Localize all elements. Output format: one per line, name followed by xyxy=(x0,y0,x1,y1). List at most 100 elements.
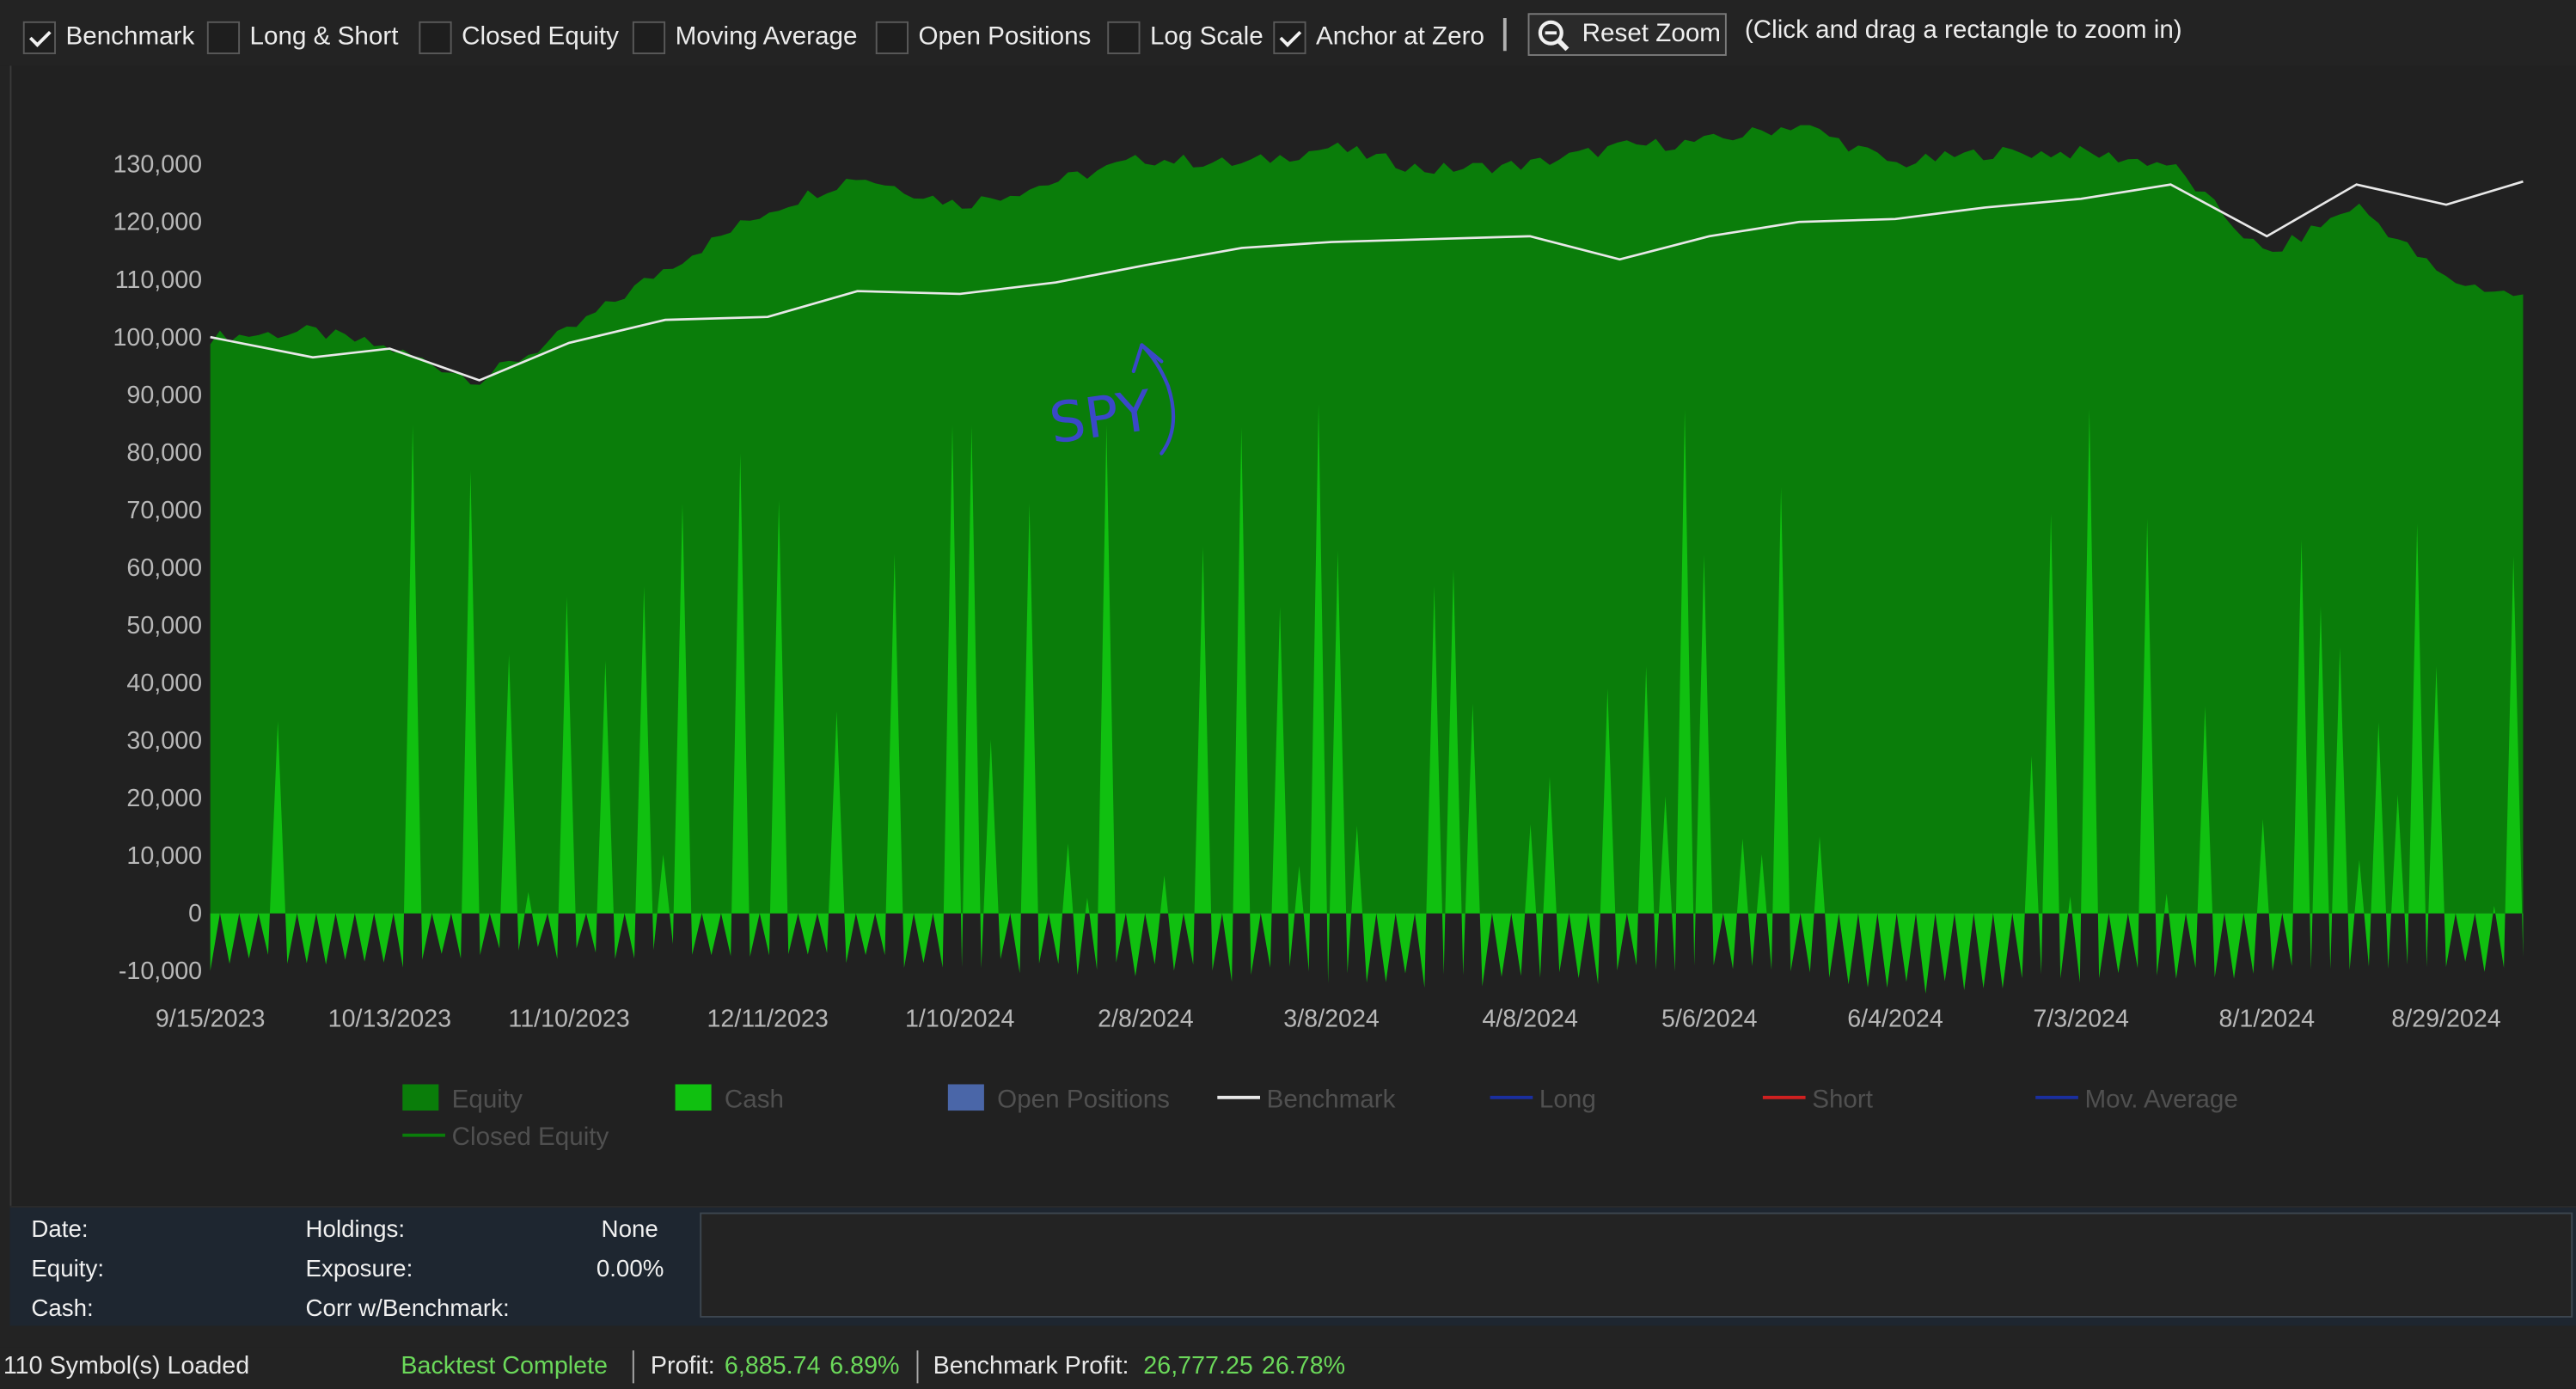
legend-item: Closed Equity xyxy=(402,1123,609,1151)
legend-label: Equity xyxy=(452,1085,523,1113)
legend-item: Short xyxy=(1762,1085,1874,1113)
zoom-out-icon xyxy=(1538,20,1569,52)
legend-item: Cash xyxy=(675,1084,784,1113)
exposure-label: Exposure: xyxy=(305,1257,413,1283)
y-tick-label: 0 xyxy=(188,900,202,927)
legend-swatch xyxy=(675,1084,712,1111)
y-tick-label: -10,000 xyxy=(119,958,202,985)
y-tick-label: 10,000 xyxy=(126,842,202,870)
y-tick-label: 130,000 xyxy=(113,151,203,179)
x-tick-label: 12/11/2023 xyxy=(707,1006,828,1033)
x-tick-label: 7/3/2024 xyxy=(2033,1006,2129,1033)
legend-label: Cash xyxy=(725,1085,784,1113)
log-scale-checkbox[interactable]: Log Scale xyxy=(1107,20,1264,56)
moving-average-checkbox[interactable]: Moving Average xyxy=(632,20,857,56)
legend-label: Mov. Average xyxy=(2085,1085,2238,1113)
holdings-value: None xyxy=(601,1217,658,1244)
annotation-layer: SPY xyxy=(1046,343,1176,457)
legend-swatch xyxy=(947,1084,984,1111)
cash-label: Cash: xyxy=(31,1296,94,1323)
symbols-loaded: 110 Symbol(s) Loaded xyxy=(3,1352,250,1380)
x-axis: 9/15/2023 10/13/2023 11/10/2023 12/11/2023 1… xyxy=(156,1006,2501,1033)
equity-label: Equity: xyxy=(31,1257,105,1283)
x-tick-label: 8/1/2024 xyxy=(2219,1006,2316,1033)
y-tick-label: 40,000 xyxy=(126,670,202,697)
series-layer xyxy=(210,125,2524,994)
info-panel: Date: Equity: Cash: Holdings: Exposure: … xyxy=(9,1205,2576,1326)
x-tick-label: 3/8/2024 xyxy=(1283,1006,1380,1033)
legend-item: Mov. Average xyxy=(2035,1085,2238,1113)
x-tick-label: 8/29/2024 xyxy=(2391,1006,2501,1033)
annotation-arrow xyxy=(1131,343,1176,456)
cash-area xyxy=(210,404,2524,994)
y-tick-label: 50,000 xyxy=(126,612,202,639)
benchmark-line xyxy=(210,180,2524,382)
chart-toolbar: Benchmark Long & Short Closed Equity Mov… xyxy=(0,0,2576,66)
open-positions-checkbox[interactable]: Open Positions xyxy=(875,20,1091,56)
annotation-text: SPY xyxy=(1046,379,1156,457)
checkbox-box xyxy=(22,21,56,55)
legend: Equity Cash Open Positions Benchmark Long Sho… xyxy=(402,1084,2238,1151)
checkbox-box xyxy=(875,21,909,55)
x-tick-label: 11/10/2023 xyxy=(508,1006,629,1033)
exposure-value: 0.00% xyxy=(596,1257,664,1283)
equity-chart[interactable]: -10,000 0 10,000 20,000 30,000 40,000 50,000 60… xyxy=(9,65,2576,1206)
x-tick-label: 2/8/2024 xyxy=(1098,1006,1194,1033)
y-tick-label: 30,000 xyxy=(126,727,202,755)
legend-label: Closed Equity xyxy=(452,1123,609,1151)
closed-equity-checkbox[interactable]: Closed Equity xyxy=(419,20,619,56)
y-tick-label: 70,000 xyxy=(126,497,202,524)
zoom-hint: (Click and drag a rectangle to zoom in) xyxy=(1744,16,2182,45)
x-tick-label: 9/15/2023 xyxy=(156,1006,265,1033)
benchmark-profit-value: 26,777.25 xyxy=(1143,1352,1253,1380)
checkbox-box xyxy=(1107,21,1141,55)
checkbox-box xyxy=(206,21,241,55)
date-label: Date: xyxy=(31,1217,89,1244)
y-tick-label: 90,000 xyxy=(126,382,202,409)
legend-label: Short xyxy=(1812,1085,1874,1113)
x-tick-label: 4/8/2024 xyxy=(1482,1006,1578,1033)
y-tick-label: 100,000 xyxy=(113,324,203,352)
legend-item: Benchmark xyxy=(1217,1085,1396,1113)
legend-label: Long xyxy=(1539,1085,1596,1113)
status-bar: 110 Symbol(s) Loaded Backtest Complete P… xyxy=(0,1347,2576,1389)
chart-canvas: -10,000 0 10,000 20,000 30,000 40,000 50,000 60… xyxy=(113,125,2524,1151)
anchor-zero-checkbox[interactable]: Anchor at Zero xyxy=(1273,20,1484,56)
legend-item: Long xyxy=(1490,1085,1596,1113)
profit-percent: 6.89% xyxy=(829,1352,900,1380)
benchmark-checkbox[interactable]: Benchmark xyxy=(22,20,195,56)
reset-zoom-button[interactable]: Reset Zoom xyxy=(1527,13,1727,56)
detail-box xyxy=(700,1212,2573,1318)
corr-label: Corr w/Benchmark: xyxy=(305,1296,510,1323)
long-short-checkbox[interactable]: Long & Short xyxy=(206,20,398,56)
y-tick-label: 20,000 xyxy=(126,785,202,812)
benchmark-profit-percent: 26.78% xyxy=(1261,1352,1346,1380)
checkbox-box xyxy=(419,21,452,55)
profit-value: 6,885.74 xyxy=(724,1352,821,1380)
status-separator xyxy=(916,1350,919,1384)
benchmark-profit-label: Benchmark Profit: xyxy=(933,1352,1129,1380)
checkbox-box xyxy=(632,21,666,55)
y-tick-label: 120,000 xyxy=(113,209,203,236)
legend-item: Equity xyxy=(402,1084,523,1113)
legend-label: Open Positions xyxy=(997,1085,1170,1113)
x-tick-label: 6/4/2024 xyxy=(1847,1006,1943,1033)
y-tick-label: 60,000 xyxy=(126,554,202,582)
toolbar-separator xyxy=(1502,18,1507,52)
x-tick-label: 10/13/2023 xyxy=(328,1006,451,1033)
legend-item: Open Positions xyxy=(947,1084,1170,1113)
equity-area xyxy=(210,125,2524,914)
legend-swatch xyxy=(402,1084,439,1111)
holdings-label: Holdings: xyxy=(305,1217,406,1244)
y-tick-label: 110,000 xyxy=(115,266,202,294)
y-axis: -10,000 0 10,000 20,000 30,000 40,000 50,000 60… xyxy=(113,151,203,985)
backtest-status: Backtest Complete xyxy=(401,1352,608,1380)
x-tick-label: 5/6/2024 xyxy=(1661,1006,1758,1033)
checkbox-box xyxy=(1273,21,1306,55)
legend-label: Benchmark xyxy=(1267,1085,1396,1113)
profit-label: Profit: xyxy=(650,1352,715,1380)
y-tick-label: 80,000 xyxy=(126,439,202,467)
x-tick-label: 1/10/2024 xyxy=(905,1006,1015,1033)
status-separator xyxy=(632,1350,634,1384)
